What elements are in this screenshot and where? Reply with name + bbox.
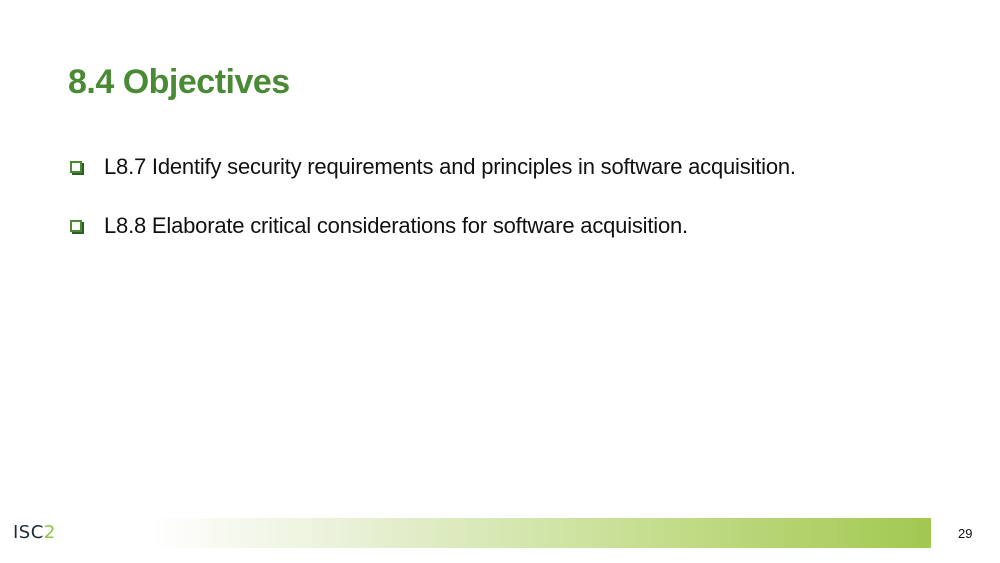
slide-title: 8.4 Objectives bbox=[68, 63, 290, 101]
isc2-logo: ISC2 bbox=[13, 522, 56, 544]
objective-item: L8.7 Identify security requirements and … bbox=[70, 150, 796, 184]
logo-accent: 2 bbox=[43, 522, 56, 543]
page-number: 29 bbox=[958, 526, 973, 541]
logo-text: ISC bbox=[13, 522, 44, 543]
objective-text: L8.7 Identify security requirements and … bbox=[104, 154, 796, 179]
checkbox-bullet-icon bbox=[70, 220, 82, 232]
objective-item: L8.8 Elaborate critical considerations f… bbox=[70, 209, 796, 243]
objective-text: L8.8 Elaborate critical considerations f… bbox=[104, 213, 688, 238]
objectives-list: L8.7 Identify security requirements and … bbox=[70, 150, 796, 268]
footer-gradient-bar bbox=[150, 518, 931, 548]
checkbox-bullet-icon bbox=[70, 161, 82, 173]
